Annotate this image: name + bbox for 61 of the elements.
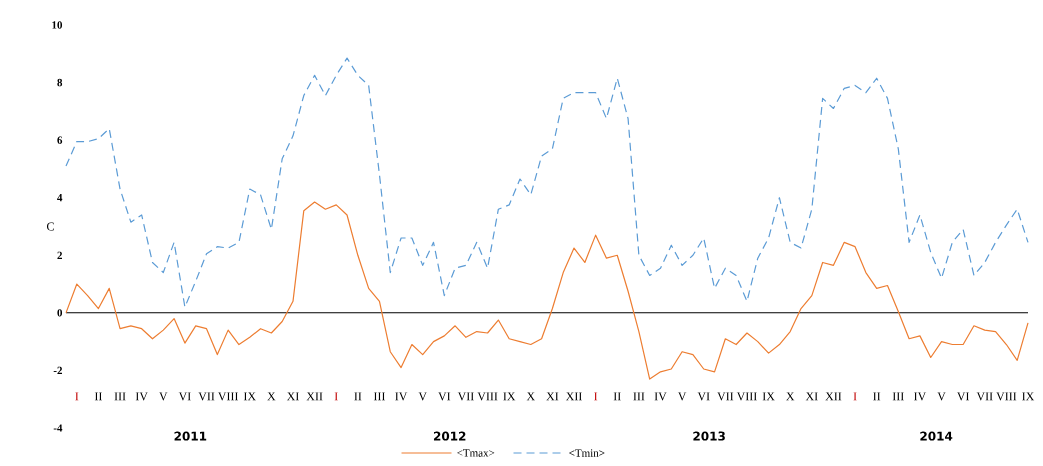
x-tick-label: V — [677, 392, 687, 401]
y-tick-label: 2 — [57, 251, 62, 259]
legend-label: <Tmax> — [457, 449, 495, 457]
x-tick-label: VIII — [477, 392, 498, 401]
x-tick-label: IX — [503, 392, 516, 401]
x-tick-label: XII — [306, 392, 323, 401]
y-tick-label: -2 — [53, 366, 62, 375]
x-tick-label: III — [114, 392, 126, 401]
x-tick-label: X — [267, 392, 276, 401]
x-tick-label: IV — [395, 392, 408, 401]
x-tick-label: III — [633, 392, 645, 401]
x-tick-label: V — [418, 392, 427, 401]
x-tick-label: VII — [198, 392, 215, 401]
x-tick-label: V — [159, 392, 168, 401]
x-tick-label: XII — [565, 392, 582, 401]
y-tick-label: 10 — [52, 21, 63, 29]
text: 2013 — [693, 431, 725, 441]
x-tick-label: VIII — [736, 392, 757, 401]
x-tick-label: IX — [243, 392, 256, 401]
x-tick-label: XI — [286, 392, 299, 401]
x-tick-label: IX — [762, 392, 775, 401]
legend-label: <Tmin> — [569, 449, 605, 457]
x-tick-label: VII — [976, 392, 993, 401]
x-tick-label: IV — [654, 392, 667, 401]
y-tick-label: 8 — [57, 78, 63, 87]
x-tick-label: X — [526, 392, 535, 401]
x-tick-label: III — [373, 392, 386, 401]
x-tick-label: XI — [546, 392, 559, 401]
x-tick-label: I — [853, 392, 857, 401]
x-tick-label: VII — [717, 392, 734, 401]
x-tick-label: I — [334, 392, 338, 401]
x-tick-label: VIII — [996, 392, 1017, 401]
text: 2011 — [174, 431, 207, 441]
x-tick-label: III — [892, 392, 904, 401]
x-tick-label: XII — [825, 392, 842, 401]
x-tick-label: II — [873, 392, 881, 401]
y-tick-label: -4 — [53, 424, 63, 432]
x-tick-label: V — [937, 392, 946, 401]
x-tick-label: XI — [805, 392, 818, 401]
x-tick-label: VIII — [217, 392, 239, 401]
y-tick-label: 0 — [57, 309, 63, 317]
x-tick-label: I — [594, 392, 598, 401]
x-tick-label: VII — [457, 392, 474, 401]
x-tick-label: II — [354, 392, 362, 401]
x-tick-label: II — [94, 392, 103, 401]
x-tick-label: VI — [178, 392, 191, 401]
text: 2014 — [920, 431, 953, 441]
x-tick-label: IV — [135, 392, 148, 401]
text: 2012 — [433, 431, 466, 441]
x-tick-label: VI — [697, 392, 710, 401]
x-tick-label: II — [613, 392, 621, 401]
line-series — [65, 201, 1029, 380]
x-tick-label: IV — [914, 392, 927, 401]
y-tick-label: 4 — [57, 194, 63, 202]
x-tick-label: X — [786, 392, 795, 401]
x-tick-label: VI — [956, 392, 970, 401]
x-tick-label: VI — [438, 392, 451, 401]
x-tick-label: I — [75, 392, 79, 401]
y-axis-title: C — [46, 222, 54, 231]
y-tick-label: 6 — [57, 136, 63, 144]
x-tick-label: IX — [1022, 392, 1035, 401]
